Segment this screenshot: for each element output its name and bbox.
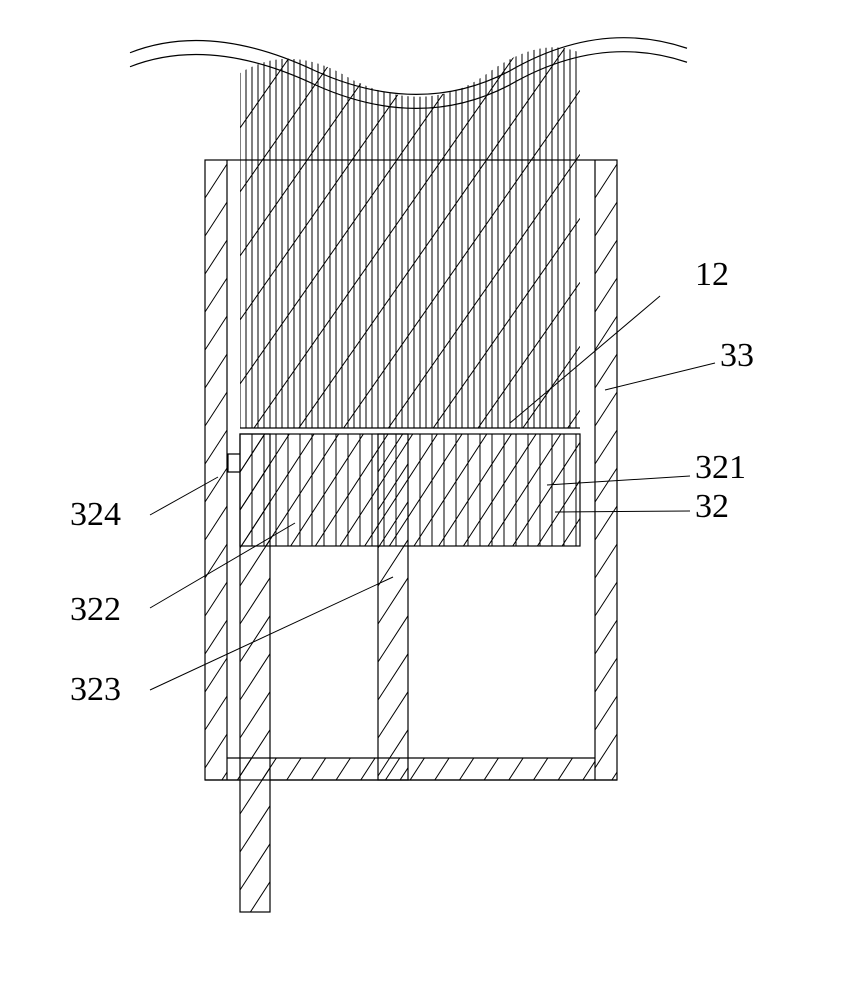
leader-12 [510,296,660,423]
label-321: 321 [695,449,746,486]
leader-32 [555,511,690,512]
leader-323 [150,577,393,690]
label-322: 322 [70,591,121,628]
leader-324 [150,477,218,515]
label-324: 324 [70,496,121,533]
engineering-figure: 12 33 32132 324 322 323 [70,0,754,1000]
label-32: 32 [695,488,729,525]
label-12: 12 [695,256,729,293]
leader-33 [605,363,715,390]
leader-321 [547,476,690,485]
label-33: 33 [720,337,754,374]
leader-322 [150,523,295,608]
label-323: 323 [70,671,121,708]
